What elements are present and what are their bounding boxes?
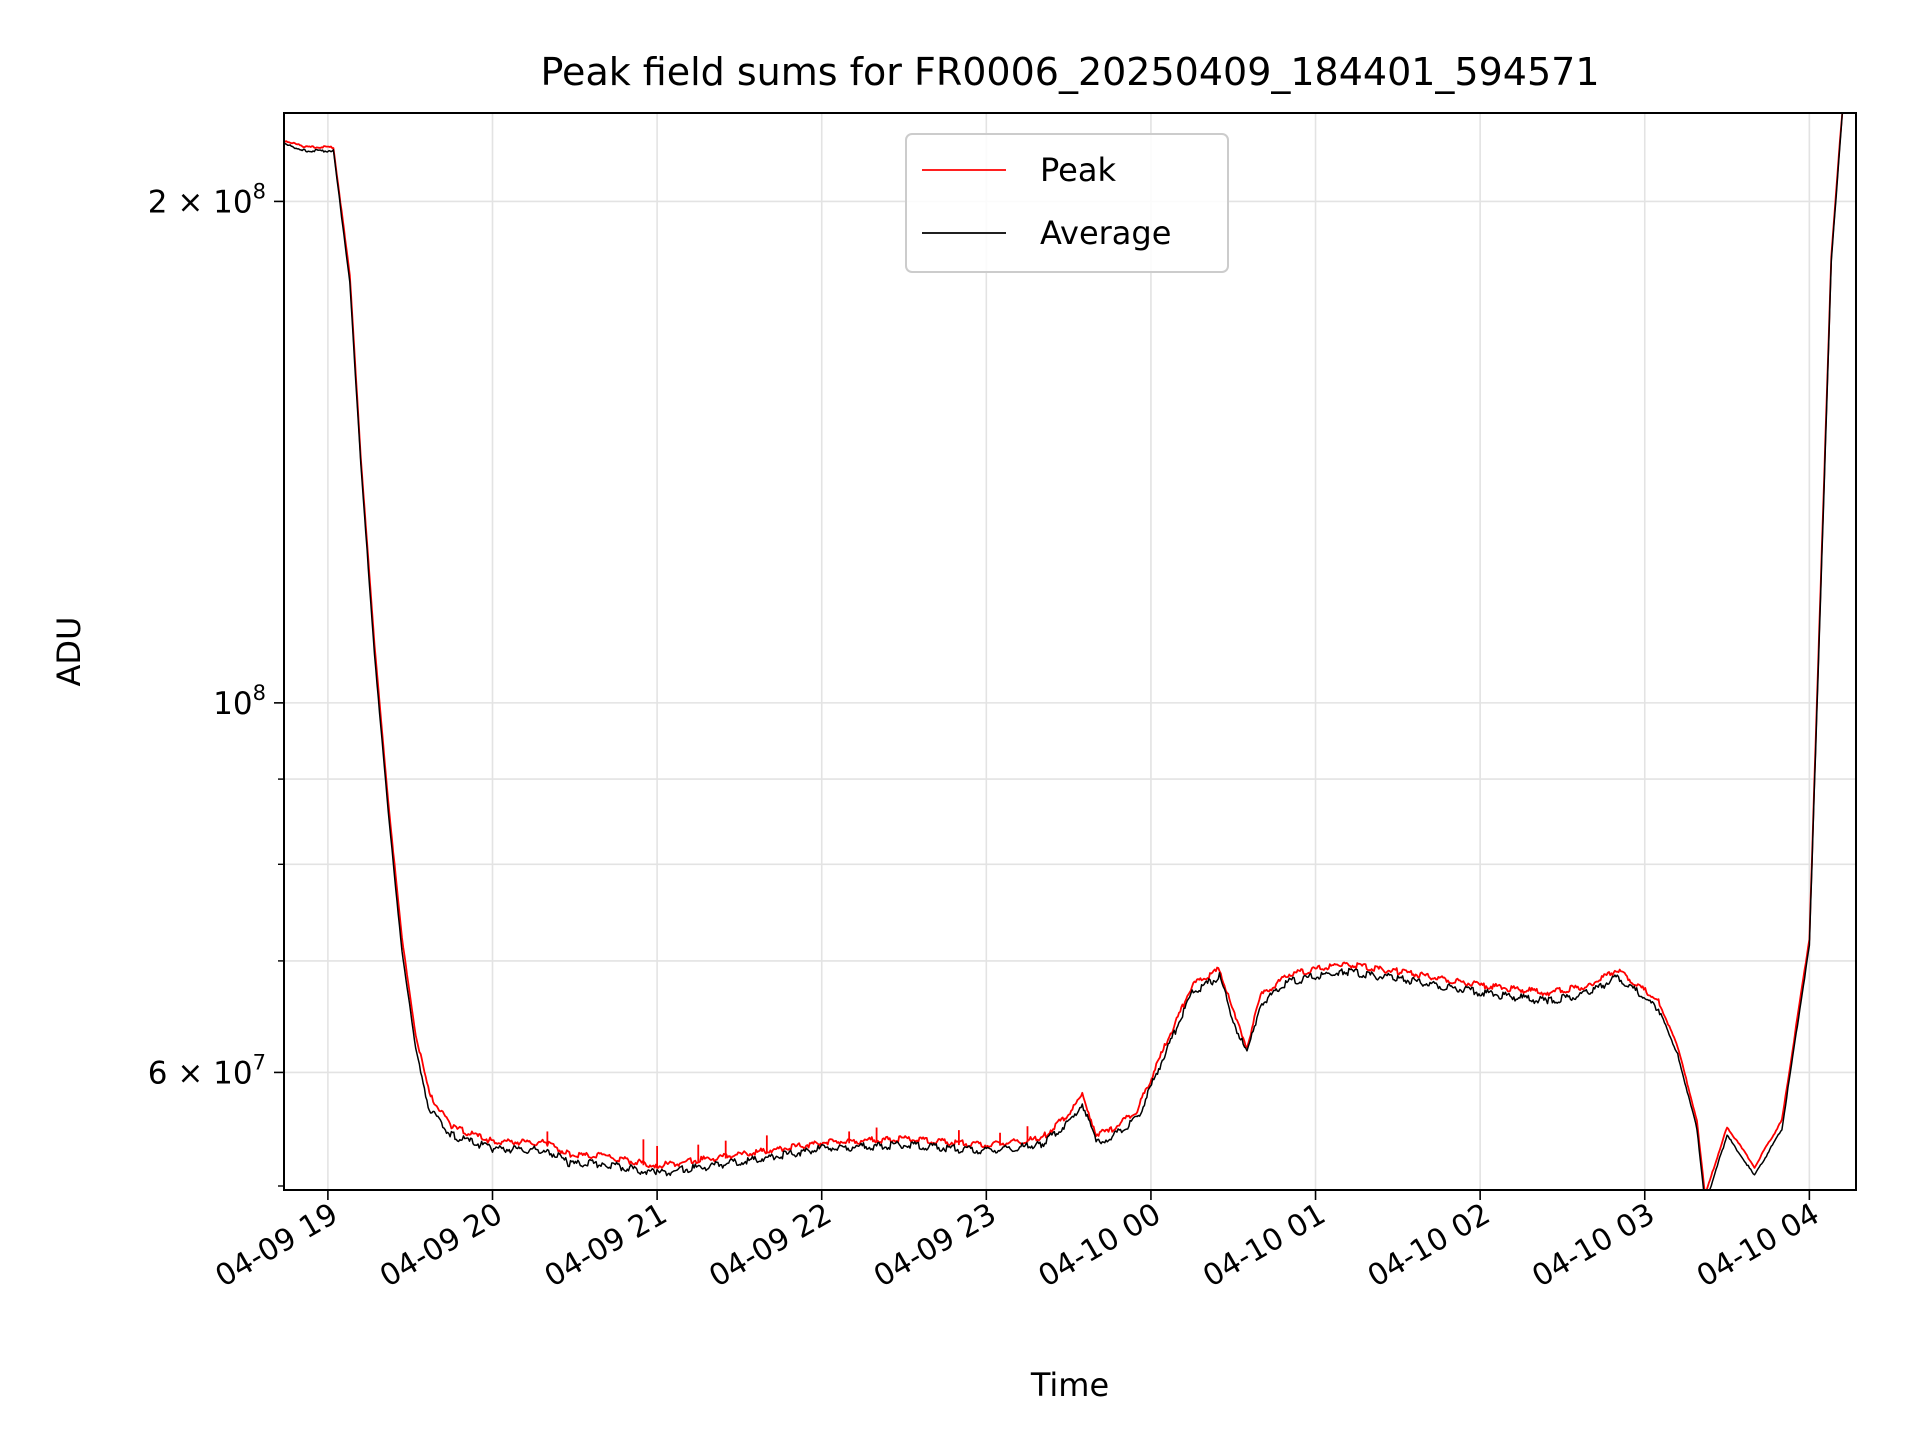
legend: Peak Average	[905, 133, 1229, 273]
y-axis-label: ADU	[50, 617, 88, 687]
series-line-average	[284, 113, 1844, 1190]
y-tick-label: 2 × 108	[148, 179, 266, 220]
x-axis-label: Time	[1030, 1366, 1109, 1404]
series-line-peak	[284, 113, 1844, 1190]
legend-label-average: Average	[1040, 214, 1171, 252]
axes-frame	[283, 112, 1857, 1191]
chart-title: Peak field sums for FR0006_20250409_1844…	[541, 50, 1600, 94]
y-tick-label: 6 × 107	[148, 1050, 266, 1091]
series-layer	[284, 113, 1844, 1190]
legend-box	[905, 133, 1229, 273]
plot-area	[284, 113, 1844, 1190]
y-tick-label: 108	[213, 681, 266, 722]
y-axis: 2 × 108 108 6 × 107	[148, 179, 284, 1187]
legend-label-peak: Peak	[1040, 151, 1116, 189]
